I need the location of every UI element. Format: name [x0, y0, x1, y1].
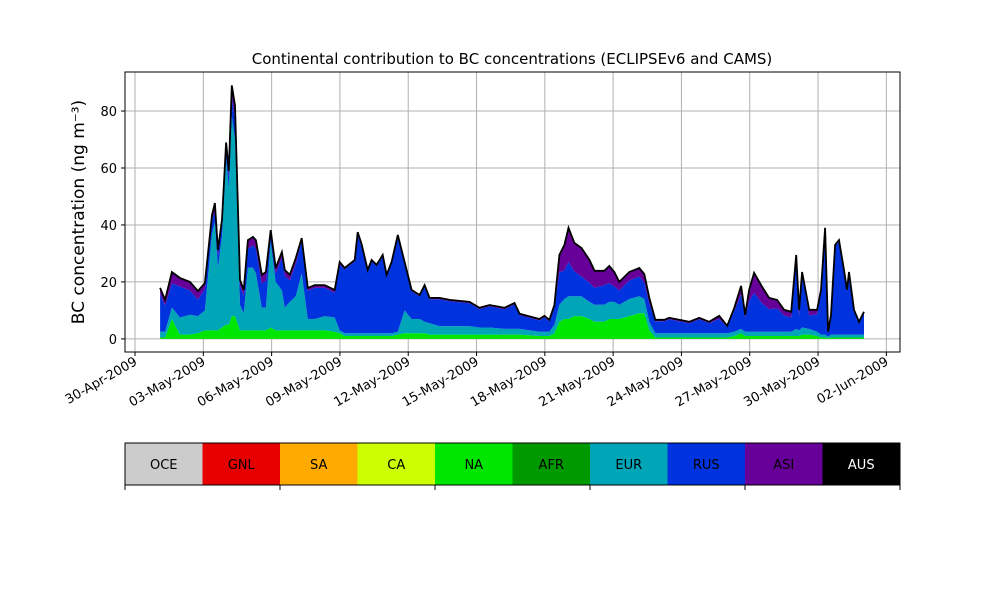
y-axis-label: BC concentration (ng m⁻³): [69, 100, 89, 324]
legend-swatch-aus: [822, 443, 900, 485]
x-tick-label: 18-May-2009: [468, 354, 550, 410]
x-tick-label: 21-May-2009: [536, 354, 618, 410]
y-tick-label: 60: [100, 162, 117, 177]
legend-swatch-na: [435, 443, 513, 485]
legend-label-eur: EUR: [615, 458, 642, 473]
area-aus-outline: [159, 85, 865, 332]
x-tick-label: 12-May-2009: [332, 354, 414, 410]
area-eur: [160, 116, 865, 338]
x-tick-label: 02-Jun-2009: [815, 354, 892, 407]
plot-frame: [124, 71, 901, 353]
legend-swatch-oce: [125, 443, 203, 485]
x-tick-label: 30-May-2009: [741, 354, 823, 410]
legend-label-na: NA: [464, 458, 483, 473]
y-tick-label: 40: [100, 219, 117, 234]
colorbar-frame: [124, 442, 901, 486]
legend-swatch-gnl: [202, 443, 280, 485]
legend-label-asi: ASI: [773, 458, 794, 473]
chart-title: Continental contribution to BC concentra…: [252, 50, 773, 68]
x-tick-label: 15-May-2009: [400, 354, 482, 410]
area-series: [159, 85, 865, 339]
legend-label-aus: AUS: [848, 458, 875, 473]
x-tick-label: 24-May-2009: [605, 354, 687, 410]
axes: 02040608030-Apr-200903-May-200906-May-20…: [63, 71, 901, 410]
area-rus: [160, 96, 865, 337]
x-tick-label: 03-May-2009: [127, 354, 209, 410]
legend-colorbar: OCE GNL SA CA NA AFR EUR RUS ASI AUS: [124, 442, 901, 490]
x-tick-label: 27-May-2009: [673, 354, 755, 410]
legend-label-ca: CA: [387, 458, 405, 473]
legend-swatch-eur: [590, 443, 668, 485]
x-tick-label: 06-May-2009: [195, 354, 277, 410]
legend-label-gnl: GNL: [228, 458, 256, 473]
area-na: [160, 313, 865, 339]
legend-swatch-ca: [357, 443, 435, 485]
legend-swatch-asi: [745, 443, 823, 485]
legend-swatch-afr: [512, 443, 590, 485]
y-tick-label: 20: [100, 276, 117, 291]
legend-label-oce: OCE: [150, 458, 178, 473]
legend-swatch-sa: [280, 443, 358, 485]
y-tick-label: 80: [100, 105, 117, 120]
legend-label-afr: AFR: [539, 458, 564, 473]
y-tick-label: 0: [109, 333, 117, 348]
legend-label-sa: SA: [310, 458, 327, 473]
legend-label-rus: RUS: [693, 458, 720, 473]
legend-swatch-rus: [667, 443, 745, 485]
x-tick-label: 09-May-2009: [263, 354, 345, 410]
